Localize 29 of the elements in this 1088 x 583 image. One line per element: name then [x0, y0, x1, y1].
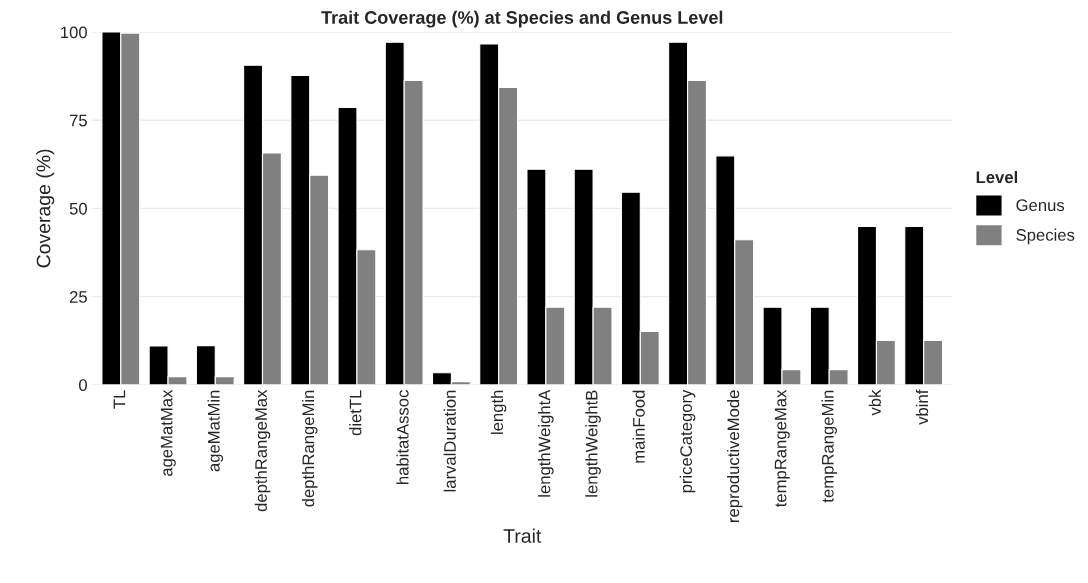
x-tick-label: depthRangeMax: [254, 389, 271, 512]
x-tick-label: habitatAssoc: [396, 390, 409, 484]
x-tick-label: priceCategory: [679, 389, 696, 493]
x-tick-label: dietTL: [349, 390, 362, 436]
legend-label: Genus: [1016, 199, 1065, 212]
y-tick-label: 100: [61, 26, 87, 39]
x-tick-label: ageMatMax: [160, 389, 176, 476]
y-tick-label: 25: [69, 291, 87, 303]
y-tick-label: 0: [79, 379, 87, 391]
x-tick-label: tempRangeMin: [821, 390, 837, 503]
x-axis-title: Trait: [503, 528, 542, 543]
x-tick-label: ageMatMin: [207, 390, 224, 472]
x-tick-label: reproductiveMode: [726, 390, 743, 522]
x-tick-label: depthRangeMin: [301, 390, 318, 507]
x-tick-label: larvalDuration: [443, 390, 456, 492]
chart-title: Trait Coverage (%) at Species and Genus Level: [321, 10, 723, 28]
x-tick-label: mainFood: [632, 390, 645, 463]
x-tick-label: lengthWeightA: [538, 389, 554, 497]
y-tick-label: 75: [69, 114, 87, 127]
y-tick-label: 50: [69, 202, 87, 215]
x-tick-label: lengthWeightB: [585, 390, 601, 497]
x-tick-label: vbinf: [915, 389, 929, 425]
y-axis-title: Coverage (%): [36, 149, 55, 268]
x-tick-label: vbk: [868, 389, 881, 416]
x-tick-label: tempRangeMax: [774, 389, 790, 508]
legend-title: Level: [976, 170, 1018, 184]
x-tick-label: length: [490, 390, 507, 434]
legend-label: Species: [1016, 228, 1075, 245]
x-tick-label: TL: [113, 390, 126, 409]
